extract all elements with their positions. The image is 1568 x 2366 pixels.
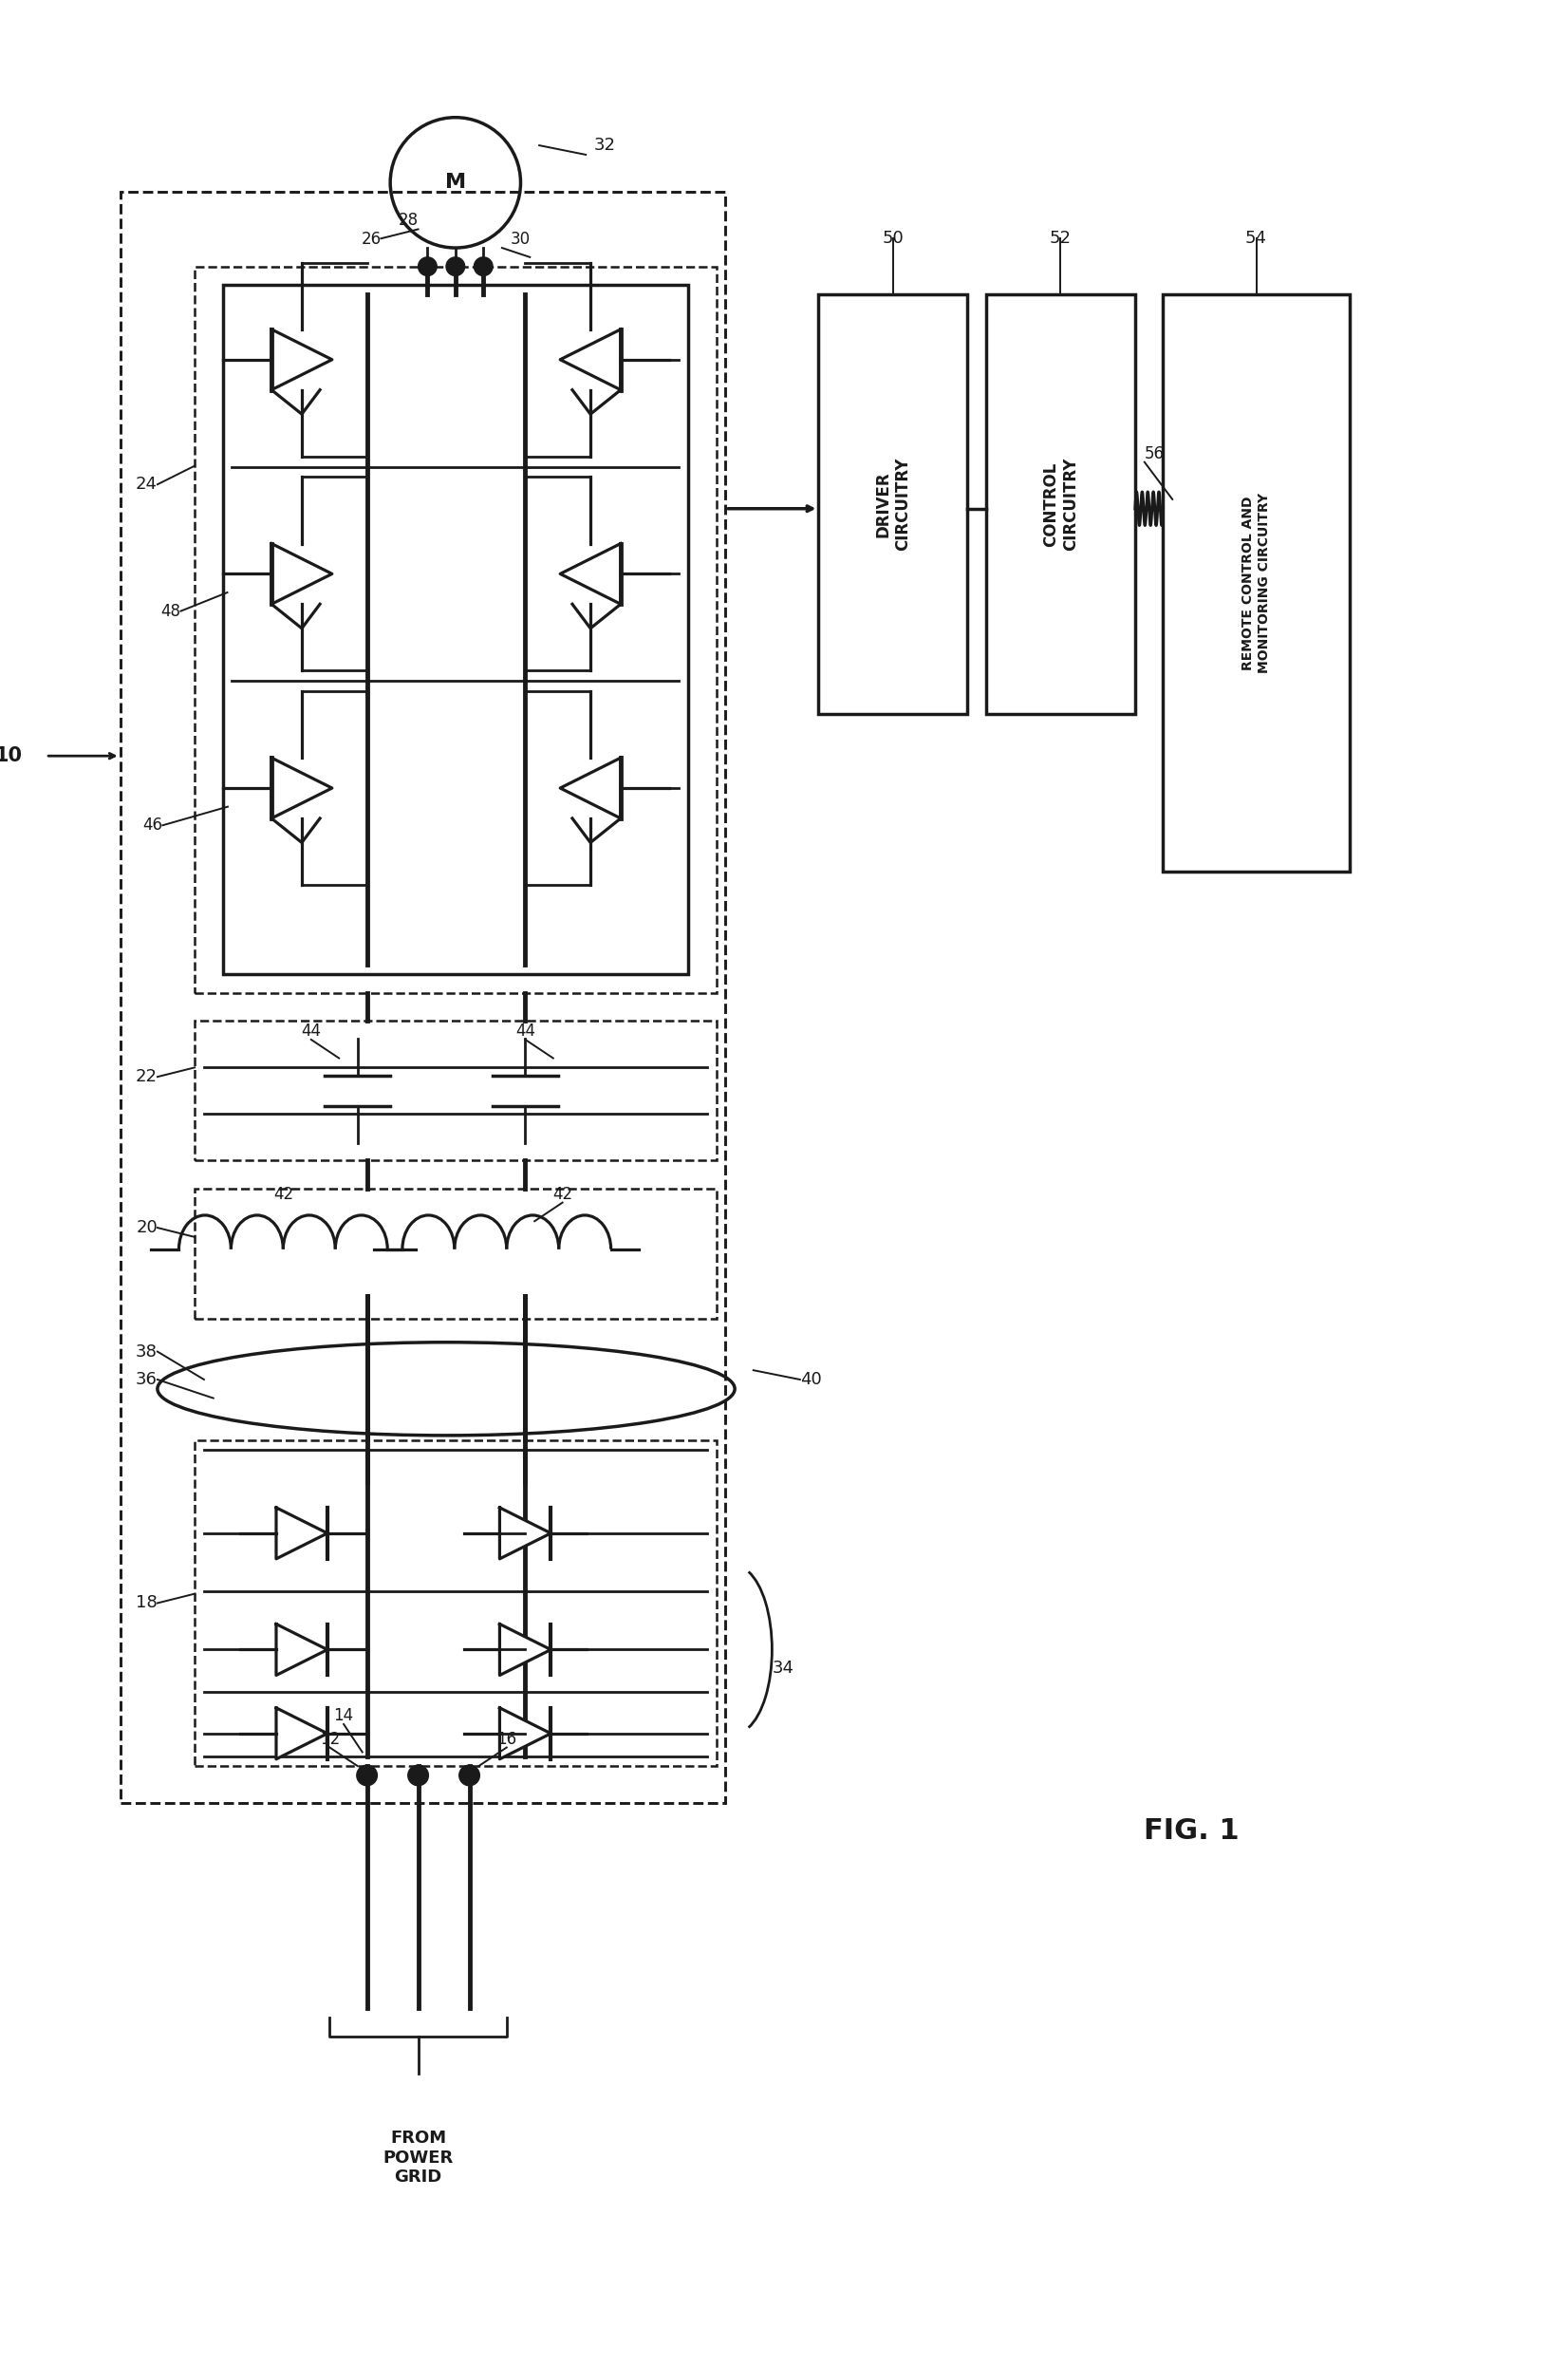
Text: 18: 18 xyxy=(136,1595,157,1611)
Polygon shape xyxy=(276,1507,328,1559)
Text: 14: 14 xyxy=(334,1708,354,1725)
Text: 24: 24 xyxy=(135,476,157,492)
Text: 32: 32 xyxy=(594,137,615,154)
Text: 46: 46 xyxy=(143,816,163,833)
Text: 30: 30 xyxy=(511,232,530,248)
Text: M: M xyxy=(445,173,466,192)
Polygon shape xyxy=(500,1708,550,1758)
Bar xyxy=(194,1022,717,1162)
Polygon shape xyxy=(271,544,332,603)
Text: 44: 44 xyxy=(301,1022,321,1039)
Bar xyxy=(223,284,688,975)
Polygon shape xyxy=(500,1623,550,1675)
Text: 42: 42 xyxy=(273,1185,293,1202)
Text: 26: 26 xyxy=(362,232,381,248)
Text: 36: 36 xyxy=(136,1370,157,1389)
Bar xyxy=(818,293,967,715)
Text: 22: 22 xyxy=(135,1069,157,1086)
Text: 12: 12 xyxy=(320,1730,340,1748)
Bar xyxy=(194,1441,717,1765)
Circle shape xyxy=(419,258,437,277)
Text: 16: 16 xyxy=(497,1730,517,1748)
Text: 20: 20 xyxy=(136,1218,157,1237)
Text: REMOTE CONTROL AND
MONITORING CIRCUITRY: REMOTE CONTROL AND MONITORING CIRCUITRY xyxy=(1242,492,1270,674)
Text: 56: 56 xyxy=(1145,445,1165,461)
Circle shape xyxy=(408,1765,428,1786)
Polygon shape xyxy=(271,757,332,819)
Text: 44: 44 xyxy=(516,1022,535,1039)
Text: 10: 10 xyxy=(0,745,22,767)
Bar xyxy=(1163,293,1350,873)
Polygon shape xyxy=(271,329,332,390)
Circle shape xyxy=(474,258,492,277)
Text: 54: 54 xyxy=(1245,230,1267,246)
Text: 48: 48 xyxy=(162,603,180,620)
Bar xyxy=(194,1188,717,1318)
Bar xyxy=(986,293,1135,715)
Text: FIG. 1: FIG. 1 xyxy=(1143,1817,1239,1845)
Polygon shape xyxy=(500,1507,550,1559)
Text: 50: 50 xyxy=(883,230,903,246)
Polygon shape xyxy=(276,1623,328,1675)
Text: 28: 28 xyxy=(398,213,419,230)
Text: 40: 40 xyxy=(800,1370,822,1389)
Circle shape xyxy=(459,1765,480,1786)
Text: 42: 42 xyxy=(552,1185,572,1202)
Polygon shape xyxy=(276,1708,328,1758)
Text: DRIVER
CIRCUITRY: DRIVER CIRCUITRY xyxy=(875,457,911,551)
Polygon shape xyxy=(560,329,621,390)
Bar xyxy=(194,267,717,994)
Bar xyxy=(121,192,726,1803)
Circle shape xyxy=(358,1765,378,1786)
Text: 34: 34 xyxy=(771,1659,793,1677)
Circle shape xyxy=(447,258,464,277)
Polygon shape xyxy=(560,544,621,603)
Text: FROM
POWER
GRID: FROM POWER GRID xyxy=(383,2129,453,2186)
Text: 38: 38 xyxy=(136,1344,157,1360)
Text: 52: 52 xyxy=(1049,230,1071,246)
Text: CONTROL
CIRCUITRY: CONTROL CIRCUITRY xyxy=(1043,457,1079,551)
Polygon shape xyxy=(560,757,621,819)
